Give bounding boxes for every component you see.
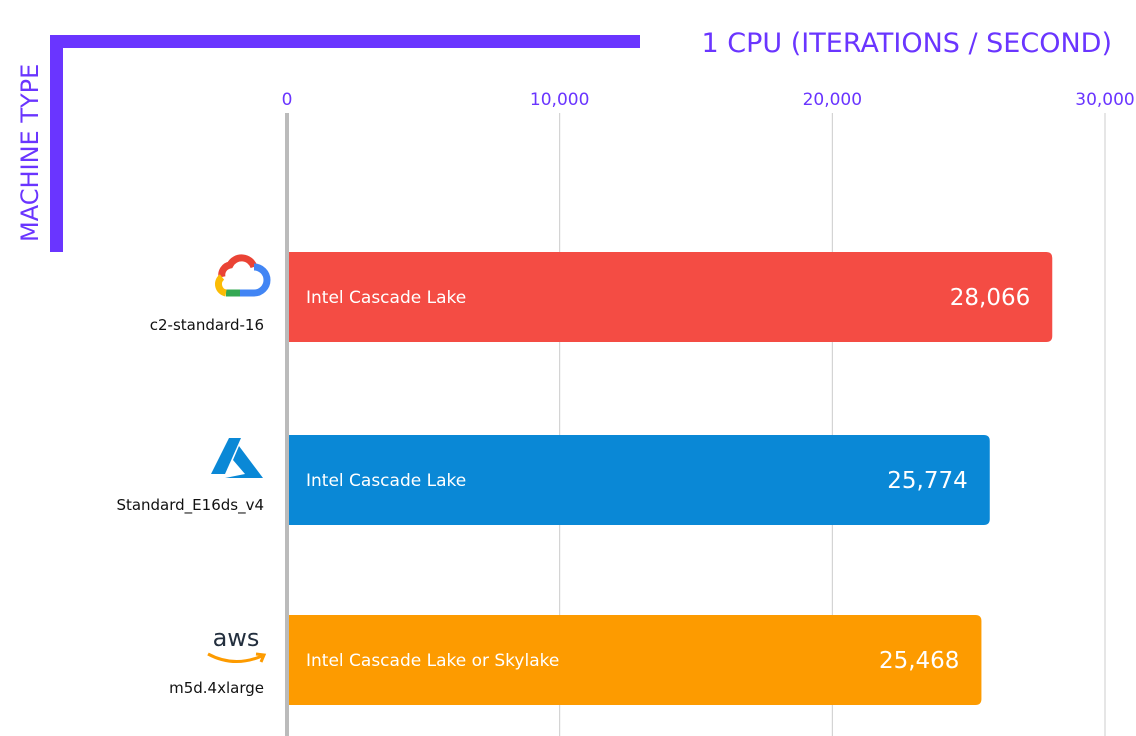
category-label: Standard_E16ds_v4 — [116, 496, 264, 515]
x-tick-label: 10,000 — [530, 90, 589, 110]
bar-value-label: 25,468 — [879, 648, 959, 674]
azure-logo-icon — [211, 438, 263, 478]
google-cloud-logo-icon — [215, 254, 271, 297]
bar-label: Intel Cascade Lake — [306, 471, 466, 491]
bar-label: Intel Cascade Lake or Skylake — [306, 651, 559, 671]
chart-title: 1 CPU (ITERATIONS / SECOND) — [702, 28, 1112, 59]
y-axis-label: MACHINE TYPE — [16, 64, 44, 242]
x-tick-label: 0 — [282, 90, 293, 110]
bar-label: Intel Cascade Lake — [306, 288, 466, 308]
category-label: m5d.4xlarge — [169, 679, 264, 697]
bar — [289, 252, 1053, 342]
x-tick-label: 30,000 — [1075, 90, 1134, 110]
aws-logo-icon: aws — [207, 624, 267, 663]
svg-text:aws: aws — [213, 624, 260, 652]
bar-value-label: 25,774 — [887, 468, 967, 494]
bar — [289, 615, 982, 705]
x-tick-label: 20,000 — [803, 90, 862, 110]
bar-value-label: 28,066 — [950, 285, 1030, 311]
bar — [289, 435, 990, 525]
title-bracket-horizontal — [50, 35, 640, 48]
category-label: c2-standard-16 — [150, 316, 264, 334]
title-bracket-vertical — [50, 35, 63, 252]
